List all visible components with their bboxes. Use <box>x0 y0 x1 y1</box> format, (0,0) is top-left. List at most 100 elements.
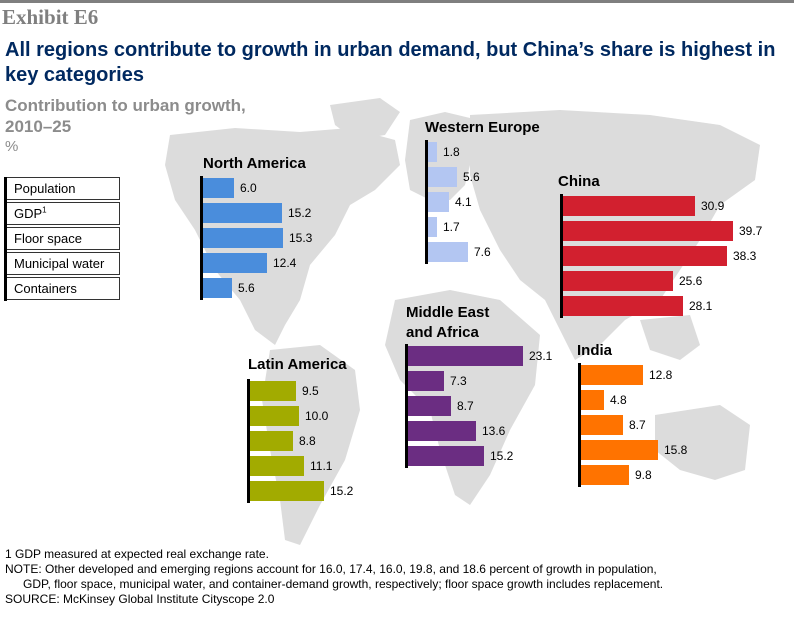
legend-item-containers: Containers <box>4 277 120 300</box>
greenland-landmass <box>330 98 400 140</box>
value-label-latin-america-municipal-water: 11.1 <box>310 459 333 473</box>
bar-china-containers <box>563 296 683 316</box>
value-label-north-america-gdp: 15.2 <box>288 206 312 220</box>
bar-north-america-containers <box>203 278 232 298</box>
value-label-latin-america-population: 9.5 <box>302 384 319 398</box>
legend-item-municipal-water: Municipal water <box>4 252 120 275</box>
value-label-india-containers: 9.8 <box>635 468 652 482</box>
chart-title: All regions contribute to growth in urba… <box>5 39 776 86</box>
axis-western-europe <box>425 140 428 264</box>
bar-north-america-municipal-water <box>203 253 267 273</box>
value-label-north-america-containers: 5.6 <box>238 281 255 295</box>
bar-western-europe-gdp <box>428 167 457 187</box>
value-label-india-municipal-water: 15.8 <box>664 443 688 457</box>
value-label-india-gdp: 4.8 <box>610 393 627 407</box>
axis-china <box>560 194 563 318</box>
footnote-source: SOURCE: McKinsey Global Institute Citysc… <box>5 592 275 606</box>
bar-india-municipal-water <box>581 440 658 460</box>
value-label-middle-east-and-africa-gdp: 7.3 <box>450 374 467 388</box>
unit-label: % <box>5 138 19 155</box>
value-label-middle-east-and-africa-municipal-water: 13.6 <box>482 424 506 438</box>
bar-middle-east-and-africa-floor-space <box>408 396 451 416</box>
footnote-note-line-1: NOTE: Other developed and emerging regio… <box>5 562 657 576</box>
gdp-footnote-mark: 1 <box>42 205 47 215</box>
footnotes: 1 GDP measured at expected real exchange… <box>5 547 790 607</box>
value-label-china-containers: 28.1 <box>689 299 713 313</box>
bar-china-population <box>563 196 695 216</box>
axis-india <box>578 363 581 487</box>
legend-item-gdp: GDP1 <box>4 202 120 225</box>
southeast-asia-landmass <box>640 315 700 360</box>
value-label-china-gdp: 39.7 <box>739 224 763 238</box>
axis-latin-america <box>247 379 250 503</box>
legend-item-gdp-label: GDP <box>14 206 43 221</box>
bar-india-gdp <box>581 390 604 410</box>
value-label-latin-america-containers: 15.2 <box>330 484 354 498</box>
value-label-western-europe-containers: 7.6 <box>474 245 491 259</box>
bar-latin-america-gdp <box>250 406 299 426</box>
footnote-note: NOTE: Other developed and emerging regio… <box>5 562 790 592</box>
region-label-latin-america: Latin America <box>248 356 347 373</box>
bar-north-america-floor-space <box>203 228 283 248</box>
region-label-india: India <box>577 342 613 359</box>
bar-western-europe-containers <box>428 242 468 262</box>
value-label-india-population: 12.8 <box>649 368 673 382</box>
bar-india-containers <box>581 465 629 485</box>
subtitle-line-1: Contribution to urban growth, <box>5 96 246 115</box>
top-rule <box>0 0 794 3</box>
bar-western-europe-floor-space <box>428 192 449 212</box>
axis-north-america <box>200 176 203 300</box>
value-label-western-europe-population: 1.8 <box>443 145 460 159</box>
bar-latin-america-municipal-water <box>250 456 304 476</box>
bar-western-europe-municipal-water <box>428 217 437 237</box>
bar-north-america-population <box>203 178 234 198</box>
value-label-north-america-floor-space: 15.3 <box>289 231 313 245</box>
value-label-western-europe-municipal-water: 1.7 <box>443 220 460 234</box>
value-label-north-america-population: 6.0 <box>240 181 257 195</box>
value-label-latin-america-floor-space: 8.8 <box>299 434 316 448</box>
legend-item-floor-space: Floor space <box>4 227 120 250</box>
europe-landmass <box>405 112 480 200</box>
bar-middle-east-and-africa-gdp <box>408 371 444 391</box>
exhibit-label: Exhibit E6 <box>2 5 99 29</box>
axis-middle-east-africa <box>405 344 408 468</box>
subtitle-line-2: 2010–25 <box>5 117 72 136</box>
legend-item-population: Population <box>4 177 120 200</box>
footnote-1: 1 GDP measured at expected real exchange… <box>5 547 269 561</box>
value-label-middle-east-and-africa-population: 23.1 <box>529 349 553 363</box>
bar-china-gdp <box>563 221 733 241</box>
value-label-middle-east-and-africa-floor-space: 8.7 <box>457 399 474 413</box>
value-label-china-municipal-water: 25.6 <box>679 274 703 288</box>
value-label-western-europe-gdp: 5.6 <box>463 170 480 184</box>
africa-landmass <box>385 290 540 505</box>
footnote-note-line-2: GDP, floor space, municipal water, and c… <box>23 577 664 591</box>
value-label-latin-america-gdp: 10.0 <box>305 409 329 423</box>
value-label-middle-east-and-africa-containers: 15.2 <box>490 449 514 463</box>
bar-latin-america-population <box>250 381 296 401</box>
legend: Population GDP1 Floor space Municipal wa… <box>4 177 120 302</box>
region-label-mea-line-2: and Africa <box>406 324 479 341</box>
region-label-north-america: North America <box>203 155 306 172</box>
value-label-india-floor-space: 8.7 <box>629 418 646 432</box>
bar-latin-america-containers <box>250 481 324 501</box>
australia-landmass <box>655 405 750 480</box>
region-label-mea-line-1: Middle East <box>406 304 490 321</box>
bar-middle-east-and-africa-containers <box>408 446 484 466</box>
bar-china-municipal-water <box>563 271 673 291</box>
bar-india-population <box>581 365 643 385</box>
legend-axis <box>4 177 7 301</box>
bar-latin-america-floor-space <box>250 431 293 451</box>
bar-middle-east-and-africa-population <box>408 346 523 366</box>
value-label-china-floor-space: 38.3 <box>733 249 757 263</box>
value-label-western-europe-floor-space: 4.1 <box>455 195 472 209</box>
bar-china-floor-space <box>563 246 727 266</box>
bar-western-europe-population <box>428 142 437 162</box>
bar-india-floor-space <box>581 415 623 435</box>
bar-middle-east-and-africa-municipal-water <box>408 421 476 441</box>
region-label-china: China <box>558 173 600 190</box>
bar-north-america-gdp <box>203 203 282 223</box>
value-label-china-population: 30.9 <box>701 199 725 213</box>
chart-subtitle: Contribution to urban growth, 2010–25 <box>5 95 246 137</box>
region-label-western-europe: Western Europe <box>425 119 540 136</box>
value-label-north-america-municipal-water: 12.4 <box>273 256 297 270</box>
